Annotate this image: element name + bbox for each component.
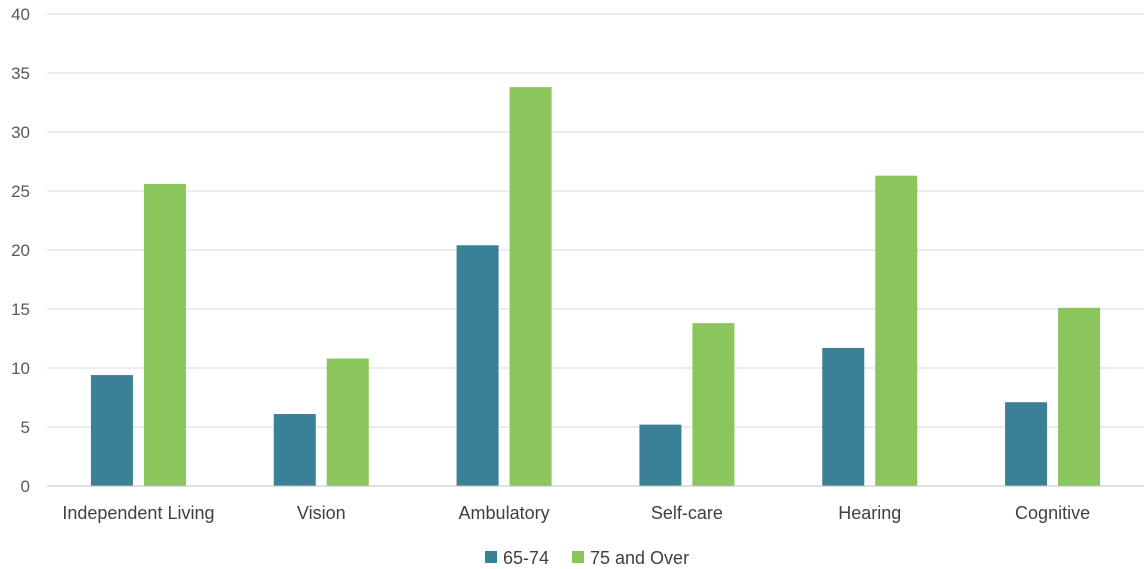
y-axis-ticks: 0 5 10 15 20 25 30 35 40 <box>11 5 30 496</box>
x-category-label: Self-care <box>651 503 723 523</box>
bar-vision-65-74 <box>273 414 316 486</box>
bar-hearing-65-74 <box>822 347 865 486</box>
legend-label: 75 and Over <box>590 548 689 568</box>
x-category-label: Hearing <box>838 503 901 523</box>
y-tick-label: 5 <box>21 418 30 437</box>
bar-cognitive-65-74 <box>1005 402 1048 486</box>
bars <box>90 87 1101 487</box>
x-axis-categories: Independent Living Vision Ambulatory Self-c… <box>62 503 1090 523</box>
legend-label: 65-74 <box>503 548 549 568</box>
bar-cognitive-75-and-over <box>1058 307 1101 486</box>
legend-swatch <box>485 551 497 563</box>
bar-ambulatory-75-and-over <box>509 87 552 486</box>
y-tick-label: 40 <box>11 5 30 24</box>
x-category-label: Independent Living <box>62 503 214 523</box>
x-category-label: Vision <box>297 503 346 523</box>
bar-independent-living-75-and-over <box>143 183 186 487</box>
y-tick-label: 10 <box>11 359 30 378</box>
bar-self-care-65-74 <box>639 424 682 486</box>
gridlines <box>47 13 1144 428</box>
legend-swatch <box>572 551 584 563</box>
bar-hearing-75-and-over <box>875 175 918 486</box>
y-tick-label: 0 <box>21 477 30 496</box>
bar-self-care-75-and-over <box>692 323 735 486</box>
y-tick-label: 15 <box>11 300 30 319</box>
y-tick-label: 20 <box>11 241 30 260</box>
bar-ambulatory-65-74 <box>456 245 499 486</box>
legend: 65-74 75 and Over <box>485 548 689 568</box>
x-category-label: Ambulatory <box>459 503 550 523</box>
bar-vision-75-and-over <box>326 358 369 486</box>
bar-independent-living-65-74 <box>90 375 133 486</box>
y-tick-label: 25 <box>11 182 30 201</box>
y-tick-label: 35 <box>11 64 30 83</box>
x-category-label: Cognitive <box>1015 503 1090 523</box>
y-tick-label: 30 <box>11 123 30 142</box>
